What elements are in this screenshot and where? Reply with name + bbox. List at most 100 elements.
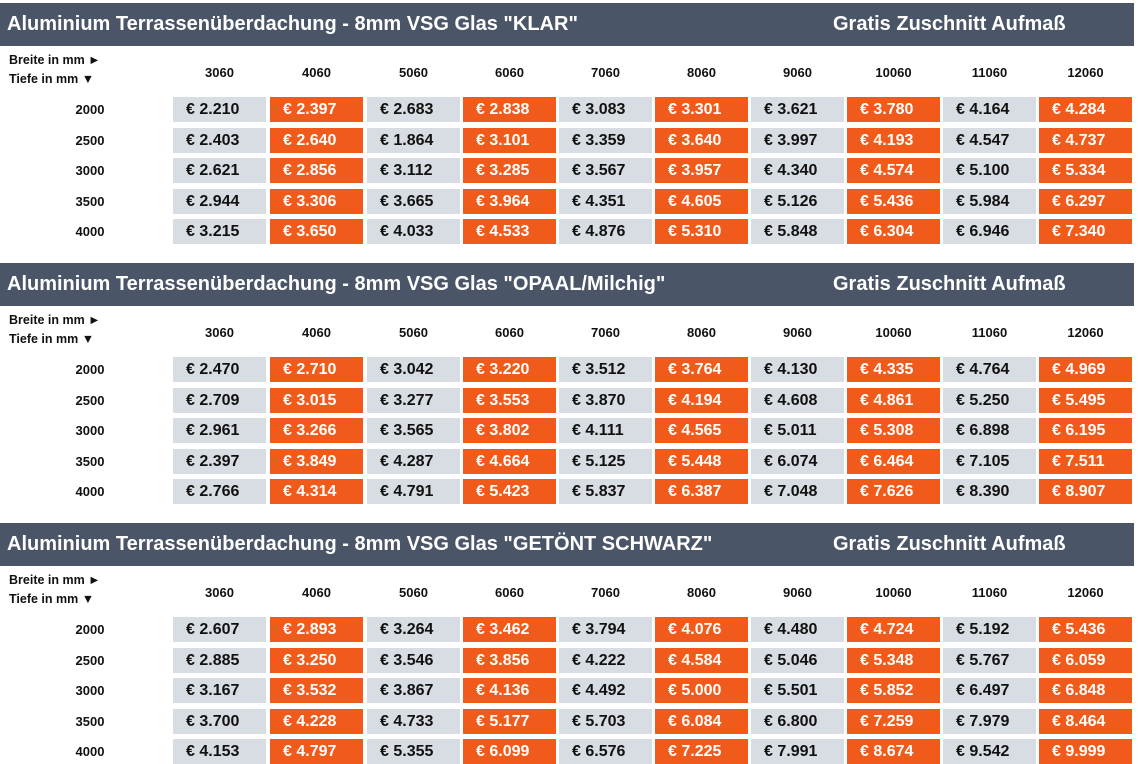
price-cell: € 4.574 (847, 158, 940, 183)
price-cell: € 6.387 (655, 479, 748, 504)
price-cell: € 5.848 (751, 219, 844, 244)
price-cell: € 7.626 (847, 479, 940, 504)
price-cell: € 4.737 (1039, 128, 1132, 153)
column-header-width: 7060 (591, 585, 620, 600)
price-cell: € 5.125 (559, 449, 652, 474)
price-cell: € 9.999 (1039, 739, 1132, 764)
price-cell: € 3.285 (463, 158, 556, 183)
column-header-width: 4060 (302, 585, 331, 600)
price-cell: € 4.724 (847, 617, 940, 642)
width-axis-label: Breite in mm ► (9, 313, 101, 327)
price-cell: € 5.501 (751, 678, 844, 703)
price-cell: € 3.359 (559, 128, 652, 153)
column-header-width: 8060 (687, 65, 716, 80)
price-cell: € 3.665 (367, 189, 460, 214)
row-header-depth: 4000 (75, 744, 105, 759)
price-cell: € 5.310 (655, 219, 748, 244)
price-cell: € 3.640 (655, 128, 748, 153)
price-cell: € 4.533 (463, 219, 556, 244)
price-cell: € 3.567 (559, 158, 652, 183)
column-header-width: 4060 (302, 65, 331, 80)
price-cell: € 7.979 (943, 709, 1036, 734)
column-header-width: 5060 (399, 585, 428, 600)
price-cell: € 5.250 (943, 388, 1036, 413)
column-header-width: 9060 (783, 325, 812, 340)
price-cell: € 2.710 (270, 357, 363, 382)
column-header-width: 11060 (971, 585, 1008, 600)
column-header-width: 7060 (591, 325, 620, 340)
row-header-depth: 2500 (75, 653, 105, 668)
column-header-width: 10060 (875, 65, 912, 80)
price-cell: € 3.565 (367, 418, 460, 443)
price-cell: € 6.059 (1039, 648, 1132, 673)
price-cell: € 2.766 (173, 479, 266, 504)
price-cell: € 4.791 (367, 479, 460, 504)
price-cell: € 4.733 (367, 709, 460, 734)
price-cell: € 6.099 (463, 739, 556, 764)
section-header: Aluminium Terrassenüberdachung - 8mm VSG… (0, 3, 1134, 46)
price-cell: € 4.547 (943, 128, 1036, 153)
price-cell: € 3.462 (463, 617, 556, 642)
price-cell: € 4.764 (943, 357, 1036, 382)
price-cell: € 7.048 (751, 479, 844, 504)
price-cell: € 4.876 (559, 219, 652, 244)
price-cell: € 4.153 (173, 739, 266, 764)
price-cell: € 2.397 (173, 449, 266, 474)
price-cell: € 3.802 (463, 418, 556, 443)
row-header-depth: 2000 (75, 102, 105, 117)
price-cell: € 4.797 (270, 739, 363, 764)
column-header-width: 3060 (205, 325, 234, 340)
price-cell: € 6.304 (847, 219, 940, 244)
price-cell: € 4.222 (559, 648, 652, 673)
price-cell: € 7.105 (943, 449, 1036, 474)
price-cell: € 5.011 (751, 418, 844, 443)
price-cell: € 4.492 (559, 678, 652, 703)
price-cell: € 3.856 (463, 648, 556, 673)
price-cell: € 6.946 (943, 219, 1036, 244)
row-header-depth: 3000 (75, 163, 105, 178)
width-axis-label: Breite in mm ► (9, 53, 101, 67)
price-cell: € 4.111 (559, 418, 652, 443)
price-cell: € 5.837 (559, 479, 652, 504)
price-cell: € 3.264 (367, 617, 460, 642)
price-cell: € 6.195 (1039, 418, 1132, 443)
width-axis-label: Breite in mm ► (9, 573, 101, 587)
price-cell: € 4.284 (1039, 97, 1132, 122)
price-cell: € 3.764 (655, 357, 748, 382)
price-cell: € 3.553 (463, 388, 556, 413)
price-cell: € 2.470 (173, 357, 266, 382)
price-cell: € 4.287 (367, 449, 460, 474)
price-cell: € 4.565 (655, 418, 748, 443)
price-cell: € 4.969 (1039, 357, 1132, 382)
row-header-depth: 3500 (75, 194, 105, 209)
price-cell: € 3.215 (173, 219, 266, 244)
column-header-width: 11060 (971, 65, 1008, 80)
price-cell: € 5.448 (655, 449, 748, 474)
price-cell: € 4.480 (751, 617, 844, 642)
price-cell: € 4.130 (751, 357, 844, 382)
column-header-width: 8060 (687, 585, 716, 600)
price-cell: € 3.532 (270, 678, 363, 703)
row-header-depth: 4000 (75, 224, 105, 239)
price-cell: € 1.864 (367, 128, 460, 153)
row-header-depth: 2000 (75, 362, 105, 377)
column-header-width: 10060 (875, 325, 912, 340)
price-cell: € 8.390 (943, 479, 1036, 504)
price-cell: € 5.192 (943, 617, 1036, 642)
row-header-depth: 2000 (75, 622, 105, 637)
price-cell: € 4.076 (655, 617, 748, 642)
price-cell: € 5.852 (847, 678, 940, 703)
price-cell: € 5.177 (463, 709, 556, 734)
price-cell: € 2.210 (173, 97, 266, 122)
price-cell: € 6.464 (847, 449, 940, 474)
row-header-depth: 3500 (75, 454, 105, 469)
price-cell: € 6.297 (1039, 189, 1132, 214)
price-cell: € 7.225 (655, 739, 748, 764)
price-cell: € 3.700 (173, 709, 266, 734)
price-cell: € 7.511 (1039, 449, 1132, 474)
price-cell: € 9.542 (943, 739, 1036, 764)
price-cell: € 2.709 (173, 388, 266, 413)
section-title: Aluminium Terrassenüberdachung - 8mm VSG… (7, 533, 713, 555)
column-header-width: 11060 (971, 325, 1008, 340)
price-cell: € 5.423 (463, 479, 556, 504)
